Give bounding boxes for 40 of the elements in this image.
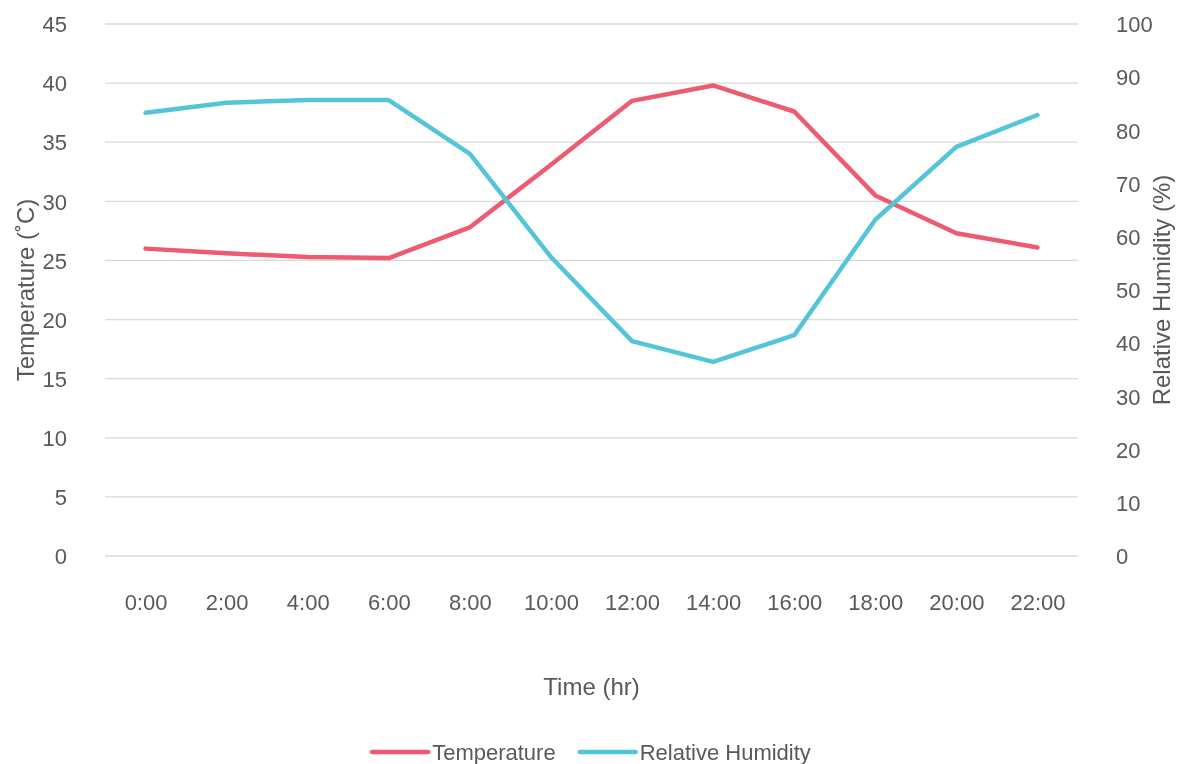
- x-tick-label: 20:00: [929, 589, 985, 615]
- y-axis-title: Temperature (˚C): [12, 198, 39, 382]
- y2-tick-label: 80: [1116, 118, 1141, 144]
- y2-tick-label: 40: [1116, 331, 1141, 357]
- y-tick-label: 25: [42, 248, 67, 274]
- legend-label: Temperature: [432, 740, 556, 764]
- y-tick-label: 10: [42, 425, 67, 451]
- y-tick-label: 20: [42, 307, 67, 333]
- y-tick-label: 15: [42, 366, 67, 392]
- legend-label: Relative Humidity: [639, 740, 811, 764]
- x-tick-label: 16:00: [767, 589, 823, 615]
- y2-tick-label: 10: [1116, 491, 1141, 516]
- x-tick-label: 22:00: [1010, 589, 1066, 615]
- y-tick-label: 5: [54, 485, 67, 511]
- line-series: [143, 83, 1040, 261]
- y2-tick-label: 0: [1116, 544, 1129, 570]
- x-tick-label: 10:00: [523, 589, 579, 615]
- x-tick-label: 18:00: [848, 589, 904, 615]
- y2-tick-label: 20: [1116, 437, 1141, 463]
- y-tick-label: 40: [42, 71, 67, 97]
- y2-tick-label: 70: [1116, 171, 1141, 197]
- x-tick-label: 4:00: [286, 589, 330, 615]
- line-series: [143, 97, 1040, 365]
- x-tick-label: 12:00: [605, 589, 661, 615]
- x-tick-label: 0:00: [124, 589, 168, 615]
- y2-tick-label: 60: [1116, 225, 1141, 250]
- y-tick-label: 35: [42, 130, 67, 156]
- y2-tick-label: 50: [1116, 278, 1141, 304]
- y2-tick-label: 30: [1116, 384, 1141, 410]
- x-tick-label: 6:00: [367, 589, 411, 615]
- x-tick-label: 8:00: [448, 589, 492, 615]
- y-tick-label: 45: [42, 12, 67, 38]
- x-tick-label: 2:00: [205, 589, 249, 615]
- y2-axis-title: Relative Humidity (%): [1148, 174, 1175, 406]
- y2-tick-label: 100: [1116, 12, 1153, 38]
- x-axis-title: Time (hr): [543, 673, 640, 700]
- y2-tick-label: 90: [1116, 65, 1141, 91]
- y-tick-label: 0: [54, 544, 67, 570]
- x-tick-label: 14:00: [686, 589, 742, 615]
- y-tick-label: 30: [42, 189, 67, 215]
